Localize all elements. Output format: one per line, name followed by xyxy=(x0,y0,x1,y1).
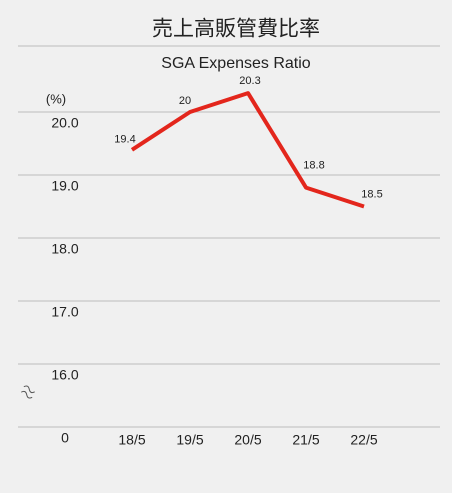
x-tick-label: 22/5 xyxy=(350,432,377,448)
x-tick-label: 18/5 xyxy=(118,432,145,448)
y-tick-label: 0 xyxy=(61,430,69,446)
data-label: 20.3 xyxy=(239,75,260,87)
y-unit: (%) xyxy=(46,91,66,106)
x-tick-label: 20/5 xyxy=(234,432,261,448)
y-tick-label: 20.0 xyxy=(51,115,78,131)
y-tick-label: 17.0 xyxy=(51,304,78,320)
data-label: 18.8 xyxy=(303,160,324,172)
x-tick-label: 21/5 xyxy=(292,432,319,448)
x-tick-label: 19/5 xyxy=(176,432,203,448)
y-tick-label: 18.0 xyxy=(51,241,78,257)
data-label: 19.4 xyxy=(114,134,135,146)
y-tick-label: 16.0 xyxy=(51,367,78,383)
chart-title: 売上高販管費比率 xyxy=(152,18,320,41)
axis-break-symbol xyxy=(21,385,35,399)
data-label: 20 xyxy=(179,95,191,107)
chart-subtitle: SGA Expenses Ratio xyxy=(161,55,311,72)
data-line xyxy=(130,91,365,209)
data-label: 18.5 xyxy=(361,188,382,200)
y-tick-label: 19.0 xyxy=(51,178,78,194)
